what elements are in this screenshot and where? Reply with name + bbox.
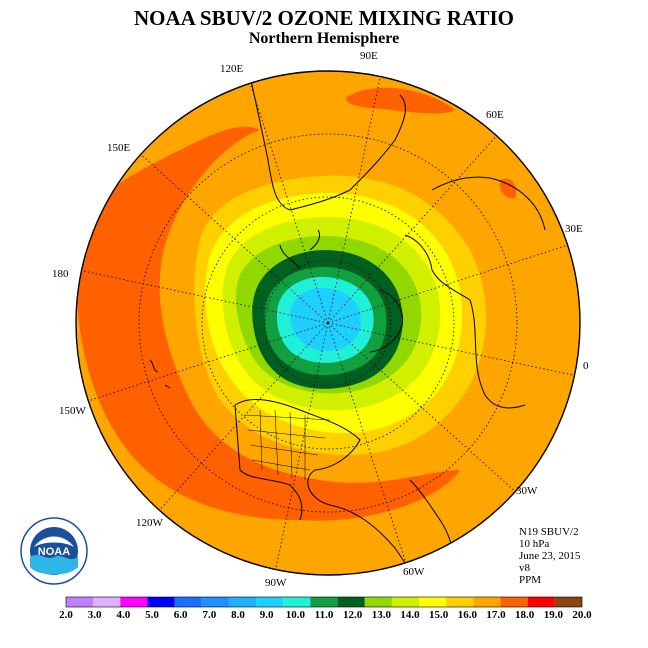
colorbar-tick-label: 11.0	[315, 609, 334, 621]
colorbar-tick-label: 13.0	[372, 609, 392, 621]
colorbar-tick-label: 16.0	[458, 609, 478, 621]
colorbar-tick-label: 17.0	[486, 609, 506, 621]
band-18ppm-west	[76, 126, 461, 521]
colorbar-tick-label: 2.0	[59, 609, 73, 621]
noaa-logo-text: NOAA	[38, 546, 70, 558]
band-18ppm-north	[346, 87, 455, 114]
colorbar-tick-label: 4.0	[116, 609, 130, 621]
band-9ppm	[289, 287, 362, 352]
colorbar-swatch	[147, 597, 175, 607]
colorbar-swatch	[66, 597, 94, 607]
colorbar-tick-label: 6.0	[174, 609, 188, 621]
info-pressure: 10 hPa	[519, 538, 550, 550]
colorbar-swatch	[283, 597, 311, 607]
colorbar-swatch	[256, 597, 284, 607]
colorbar-swatch	[419, 597, 447, 607]
colorbar-frame	[65, 596, 583, 608]
info-date: June 23, 2015	[519, 550, 581, 562]
info-satellite: N19 SBUV/2	[519, 526, 579, 538]
colorbar-tick-label: 14.0	[400, 609, 420, 621]
colorbar-swatch	[228, 597, 257, 607]
band-18ppm-east	[499, 178, 517, 199]
lon-label-180: 180	[52, 268, 69, 280]
colorbar-swatch	[554, 597, 582, 607]
latitude-circles	[138, 133, 518, 513]
info-units: PPM	[519, 574, 542, 586]
lon-label-30w: 30W	[516, 485, 538, 497]
noaa-logo: NOAA	[20, 517, 88, 585]
colorbar-swatch	[500, 597, 528, 607]
lon-label-120e: 120E	[220, 63, 244, 75]
colorbar-swatch	[473, 597, 501, 607]
colorbar-tick-label: 5.0	[145, 609, 159, 621]
lon-label-0: 0	[583, 360, 589, 372]
colorbar-tick-label: 18.0	[515, 609, 535, 621]
colorbar-tick-label: 7.0	[202, 609, 216, 621]
colorbar-tick-label: 8.0	[231, 609, 245, 621]
lon-label-90e: 90E	[360, 50, 378, 62]
political-boundaries	[244, 409, 331, 480]
lon-label-30e: 30E	[565, 223, 583, 235]
colorbar-swatch	[201, 597, 229, 607]
colorbar-tick-label: 12.0	[343, 609, 363, 621]
colorbar-swatch	[391, 597, 420, 607]
map-title: NOAA SBUV/2 OZONE MIXING RATIO	[134, 6, 514, 30]
lon-label-150w: 150W	[59, 405, 86, 417]
colorbar-tick-label: 20.0	[572, 609, 592, 621]
colorbar-swatch	[364, 597, 392, 607]
colorbar-swatch	[337, 597, 365, 607]
lon-label-60e: 60E	[486, 109, 504, 121]
colorbar-tick-label: 3.0	[88, 609, 102, 621]
lon-label-120w: 120W	[136, 517, 163, 529]
map-info: N19 SBUV/2 10 hPa June 23, 2015 v8 PPM	[519, 526, 580, 586]
colorbar-tick-label: 15.0	[429, 609, 449, 621]
map-subtitle: Northern Hemisphere	[248, 30, 400, 47]
colorbar-tick-label: 19.0	[544, 609, 564, 621]
colorbar-swatch	[120, 597, 148, 607]
colorbar-swatch	[527, 597, 555, 607]
colorbar-swatch	[446, 597, 474, 607]
colorbar-swatch	[174, 597, 202, 607]
colorbar-tick-label: 10.0	[286, 609, 306, 621]
lon-label-60w: 60W	[403, 566, 425, 578]
lon-label-150e: 150E	[107, 142, 131, 154]
lon-label-90w: 90W	[265, 577, 287, 589]
colorbar-swatch	[93, 597, 121, 607]
colorbar-swatch	[310, 597, 338, 607]
map-border	[75, 70, 581, 576]
info-version: v8	[519, 562, 530, 574]
colorbar-tick-label: 9.0	[260, 609, 274, 621]
